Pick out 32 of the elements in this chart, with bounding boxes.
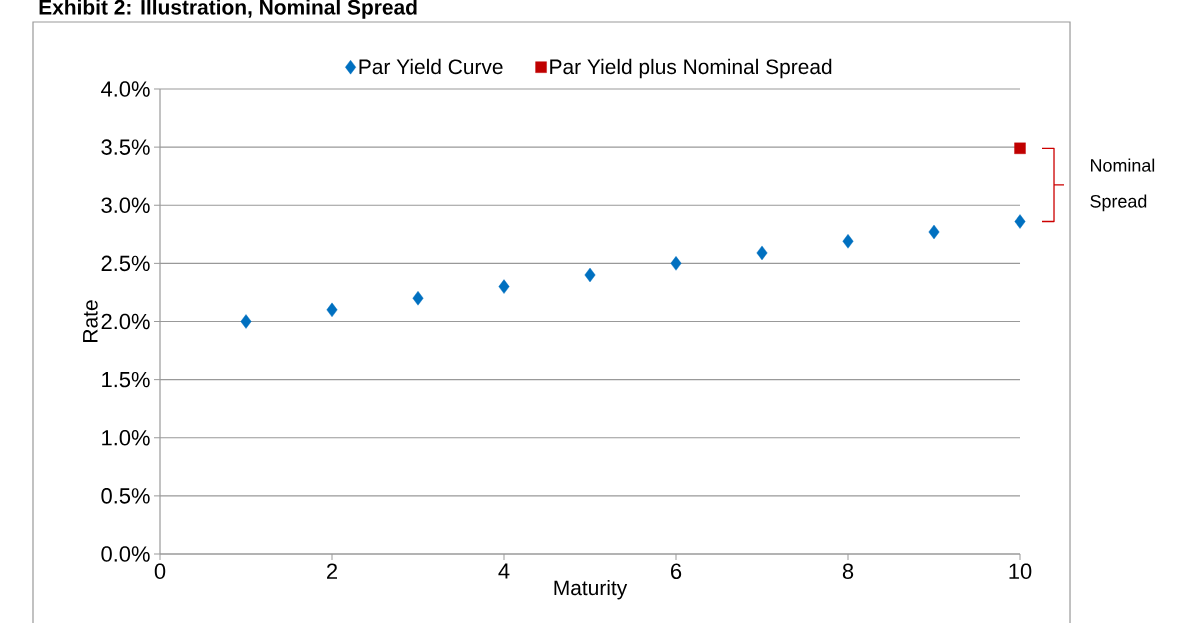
x-tick-label: 0 <box>154 563 166 580</box>
y-tick-label: 2.5% <box>101 255 150 272</box>
point <box>928 224 940 240</box>
point <box>584 267 596 283</box>
y-tick-label: 4.0% <box>101 81 150 97</box>
point <box>498 279 510 294</box>
legend-label: Par Yield Curve <box>359 58 503 75</box>
text: Nominal Spread <box>1090 158 1155 212</box>
point <box>670 256 682 271</box>
point <box>412 291 424 306</box>
x-tick-label: 6 <box>671 563 682 580</box>
y-axis-title: Rate <box>83 300 98 342</box>
y-tick-label: 3.0% <box>101 197 150 214</box>
point <box>842 234 854 249</box>
point <box>240 314 252 329</box>
y-tick-label: 1.5% <box>102 371 150 388</box>
x-tick-label: 4 <box>498 563 510 579</box>
y-tick-label: 0.5% <box>101 488 150 504</box>
y-tick-label: 1.0% <box>102 429 150 446</box>
x-tick-label: 8 <box>842 563 854 580</box>
chart-title: Exhibit 2: Illustration, Nominal Spread <box>39 0 417 19</box>
y-tick-label: 2.0% <box>101 313 150 330</box>
y-tick-label: 0.0% <box>101 546 150 562</box>
point <box>1014 214 1026 229</box>
point <box>756 245 768 261</box>
point <box>1014 142 1026 154</box>
point <box>326 302 338 318</box>
legend-label: Par Yield plus Nominal Spread <box>550 58 832 79</box>
x-axis-title: Maturity <box>554 579 628 600</box>
x-tick-label: 2 <box>327 563 337 579</box>
x-tick-label: 10 <box>1009 563 1032 580</box>
y-tick-label: 3.5% <box>101 139 150 155</box>
